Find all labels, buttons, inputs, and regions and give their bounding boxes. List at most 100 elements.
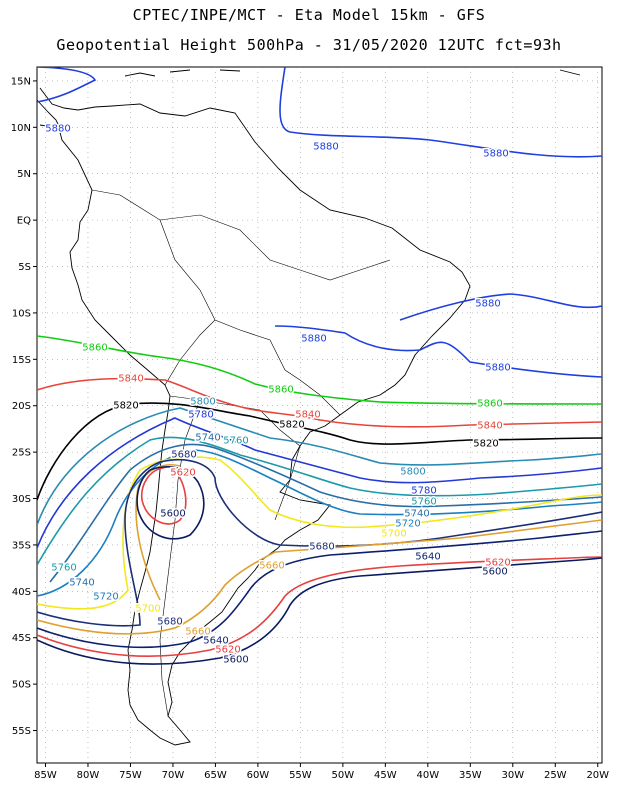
lon-tick-label: 20W — [586, 770, 609, 781]
contour-label-5840: 5840 — [295, 410, 320, 421]
contour-label-5840: 5840 — [477, 421, 502, 432]
lat-tick-label: EQ — [17, 216, 31, 227]
lon-tick-label: 80W — [77, 770, 100, 781]
lon-tick-label: 50W — [332, 770, 355, 781]
contour-label-5880: 5880 — [475, 299, 500, 310]
map-title-line1: CPTEC/INPE/MCT - Eta Model 15km - GFS — [132, 6, 486, 24]
coastlines — [37, 69, 581, 746]
contour-label-5760: 5760 — [223, 436, 248, 447]
contour-label-5880: 5880 — [313, 142, 338, 153]
lat-tick-label: 15N — [11, 76, 31, 87]
grid-lines — [37, 67, 602, 763]
contour-label-5660: 5660 — [185, 627, 210, 638]
contour-5780 — [37, 417, 602, 549]
contour-label-5640: 5640 — [203, 636, 228, 647]
contour-5620 — [37, 556, 602, 657]
contour-label-5600: 5600 — [223, 655, 248, 666]
contour-5820 — [37, 402, 602, 501]
contour-label-5700: 5700 — [381, 529, 406, 540]
lon-tick-label: 65W — [204, 770, 227, 781]
lon-tick-label: 85W — [34, 770, 57, 781]
contour-5620 — [140, 466, 187, 525]
lat-tick-label: 30S — [12, 494, 31, 505]
contour-5800 — [37, 407, 602, 526]
contour-label-5660: 5660 — [259, 561, 284, 572]
contour-label-5860: 5860 — [268, 385, 293, 396]
contour-label-5760: 5760 — [411, 497, 436, 508]
contour-label-5600: 5600 — [160, 509, 185, 520]
border-line — [159, 219, 341, 416]
lat-tick-label: 25S — [12, 448, 31, 459]
central-america-coastline — [37, 99, 61, 129]
south-america-coastline — [39, 87, 471, 746]
contour-label-5760: 5760 — [51, 563, 76, 574]
lat-tick-label: 5S — [18, 262, 31, 273]
lon-tick-label: 70W — [162, 770, 185, 781]
contour-label-5860: 5860 — [477, 399, 502, 410]
contour-label-5840: 5840 — [118, 374, 143, 385]
contour-label-5780: 5780 — [411, 486, 436, 497]
caribbean-islands — [124, 69, 581, 77]
contour-label-5820: 5820 — [113, 401, 138, 412]
contour-label-5820: 5820 — [473, 439, 498, 450]
contour-label-5880: 5880 — [485, 363, 510, 374]
lon-tick-label: 40W — [417, 770, 440, 781]
contour-label-5680: 5680 — [309, 542, 334, 553]
contour-5740 — [49, 443, 602, 583]
contour-5860 — [37, 335, 602, 405]
contour-5720 — [37, 449, 602, 597]
contour-5840 — [37, 377, 602, 428]
border-line — [274, 445, 301, 521]
lon-tick-label: 25W — [544, 770, 567, 781]
contour-5660 — [37, 519, 602, 635]
contour-label-5720: 5720 — [395, 519, 420, 530]
contour-label-5740: 5740 — [69, 578, 94, 589]
contour-label-5780: 5780 — [188, 410, 213, 421]
contour-labels: 5880 5880 5880 5880 5880 5880 5860 5860 5860 5840… — [44, 122, 512, 667]
contour-label-5720: 5720 — [93, 592, 118, 603]
contour-5700 — [37, 456, 602, 610]
contour-label-5700: 5700 — [135, 604, 160, 615]
lat-tick-label: 15S — [12, 355, 31, 366]
lon-tick-label: 55W — [289, 770, 312, 781]
lat-tick-label: 50S — [12, 680, 31, 691]
lon-tick-label: 30W — [501, 770, 524, 781]
border-line — [164, 319, 216, 386]
contour-label-5620: 5620 — [170, 468, 195, 479]
contour-label-5600: 5600 — [482, 567, 507, 578]
lat-tick-label: 20S — [12, 401, 31, 412]
lat-tick-label: 40S — [12, 587, 31, 598]
contour-label-5820: 5820 — [279, 420, 304, 431]
contour-5600 — [136, 466, 205, 540]
contour-label-5620: 5620 — [485, 558, 510, 569]
contour-label-5880: 5880 — [483, 149, 508, 160]
contour-5880 — [399, 293, 602, 321]
contour-label-5620: 5620 — [215, 645, 240, 656]
contour-5600 — [37, 557, 602, 665]
lat-tick-label: 5N — [17, 169, 31, 180]
contour-label-5740: 5740 — [404, 509, 429, 520]
contour-label-5640: 5640 — [415, 552, 440, 563]
contour-lines — [37, 67, 602, 665]
lon-tick-label: 75W — [119, 770, 142, 781]
contour-label-5880: 5880 — [301, 334, 326, 345]
lat-tick-label: 10N — [11, 123, 31, 134]
lon-tick-label: 35W — [459, 770, 482, 781]
contour-label-5740: 5740 — [195, 433, 220, 444]
lat-tick-label: 35S — [12, 540, 31, 551]
contour-label-5680: 5680 — [157, 617, 182, 628]
contour-label-5680: 5680 — [171, 450, 196, 461]
contour-label-5860: 5860 — [82, 343, 107, 354]
contour-5880 — [279, 67, 602, 158]
contour-label-5880: 5880 — [45, 124, 70, 135]
lat-tick-label: 10S — [12, 308, 31, 319]
contour-5680 — [37, 458, 602, 627]
contour-5880 — [274, 325, 602, 378]
lon-tick-label: 60W — [247, 770, 270, 781]
contour-5760 — [37, 436, 602, 566]
contour-5880 — [37, 67, 97, 103]
contour-label-5800: 5800 — [400, 467, 425, 478]
contour-label-5800: 5800 — [190, 397, 215, 408]
lat-tick-label: 55S — [12, 726, 31, 737]
